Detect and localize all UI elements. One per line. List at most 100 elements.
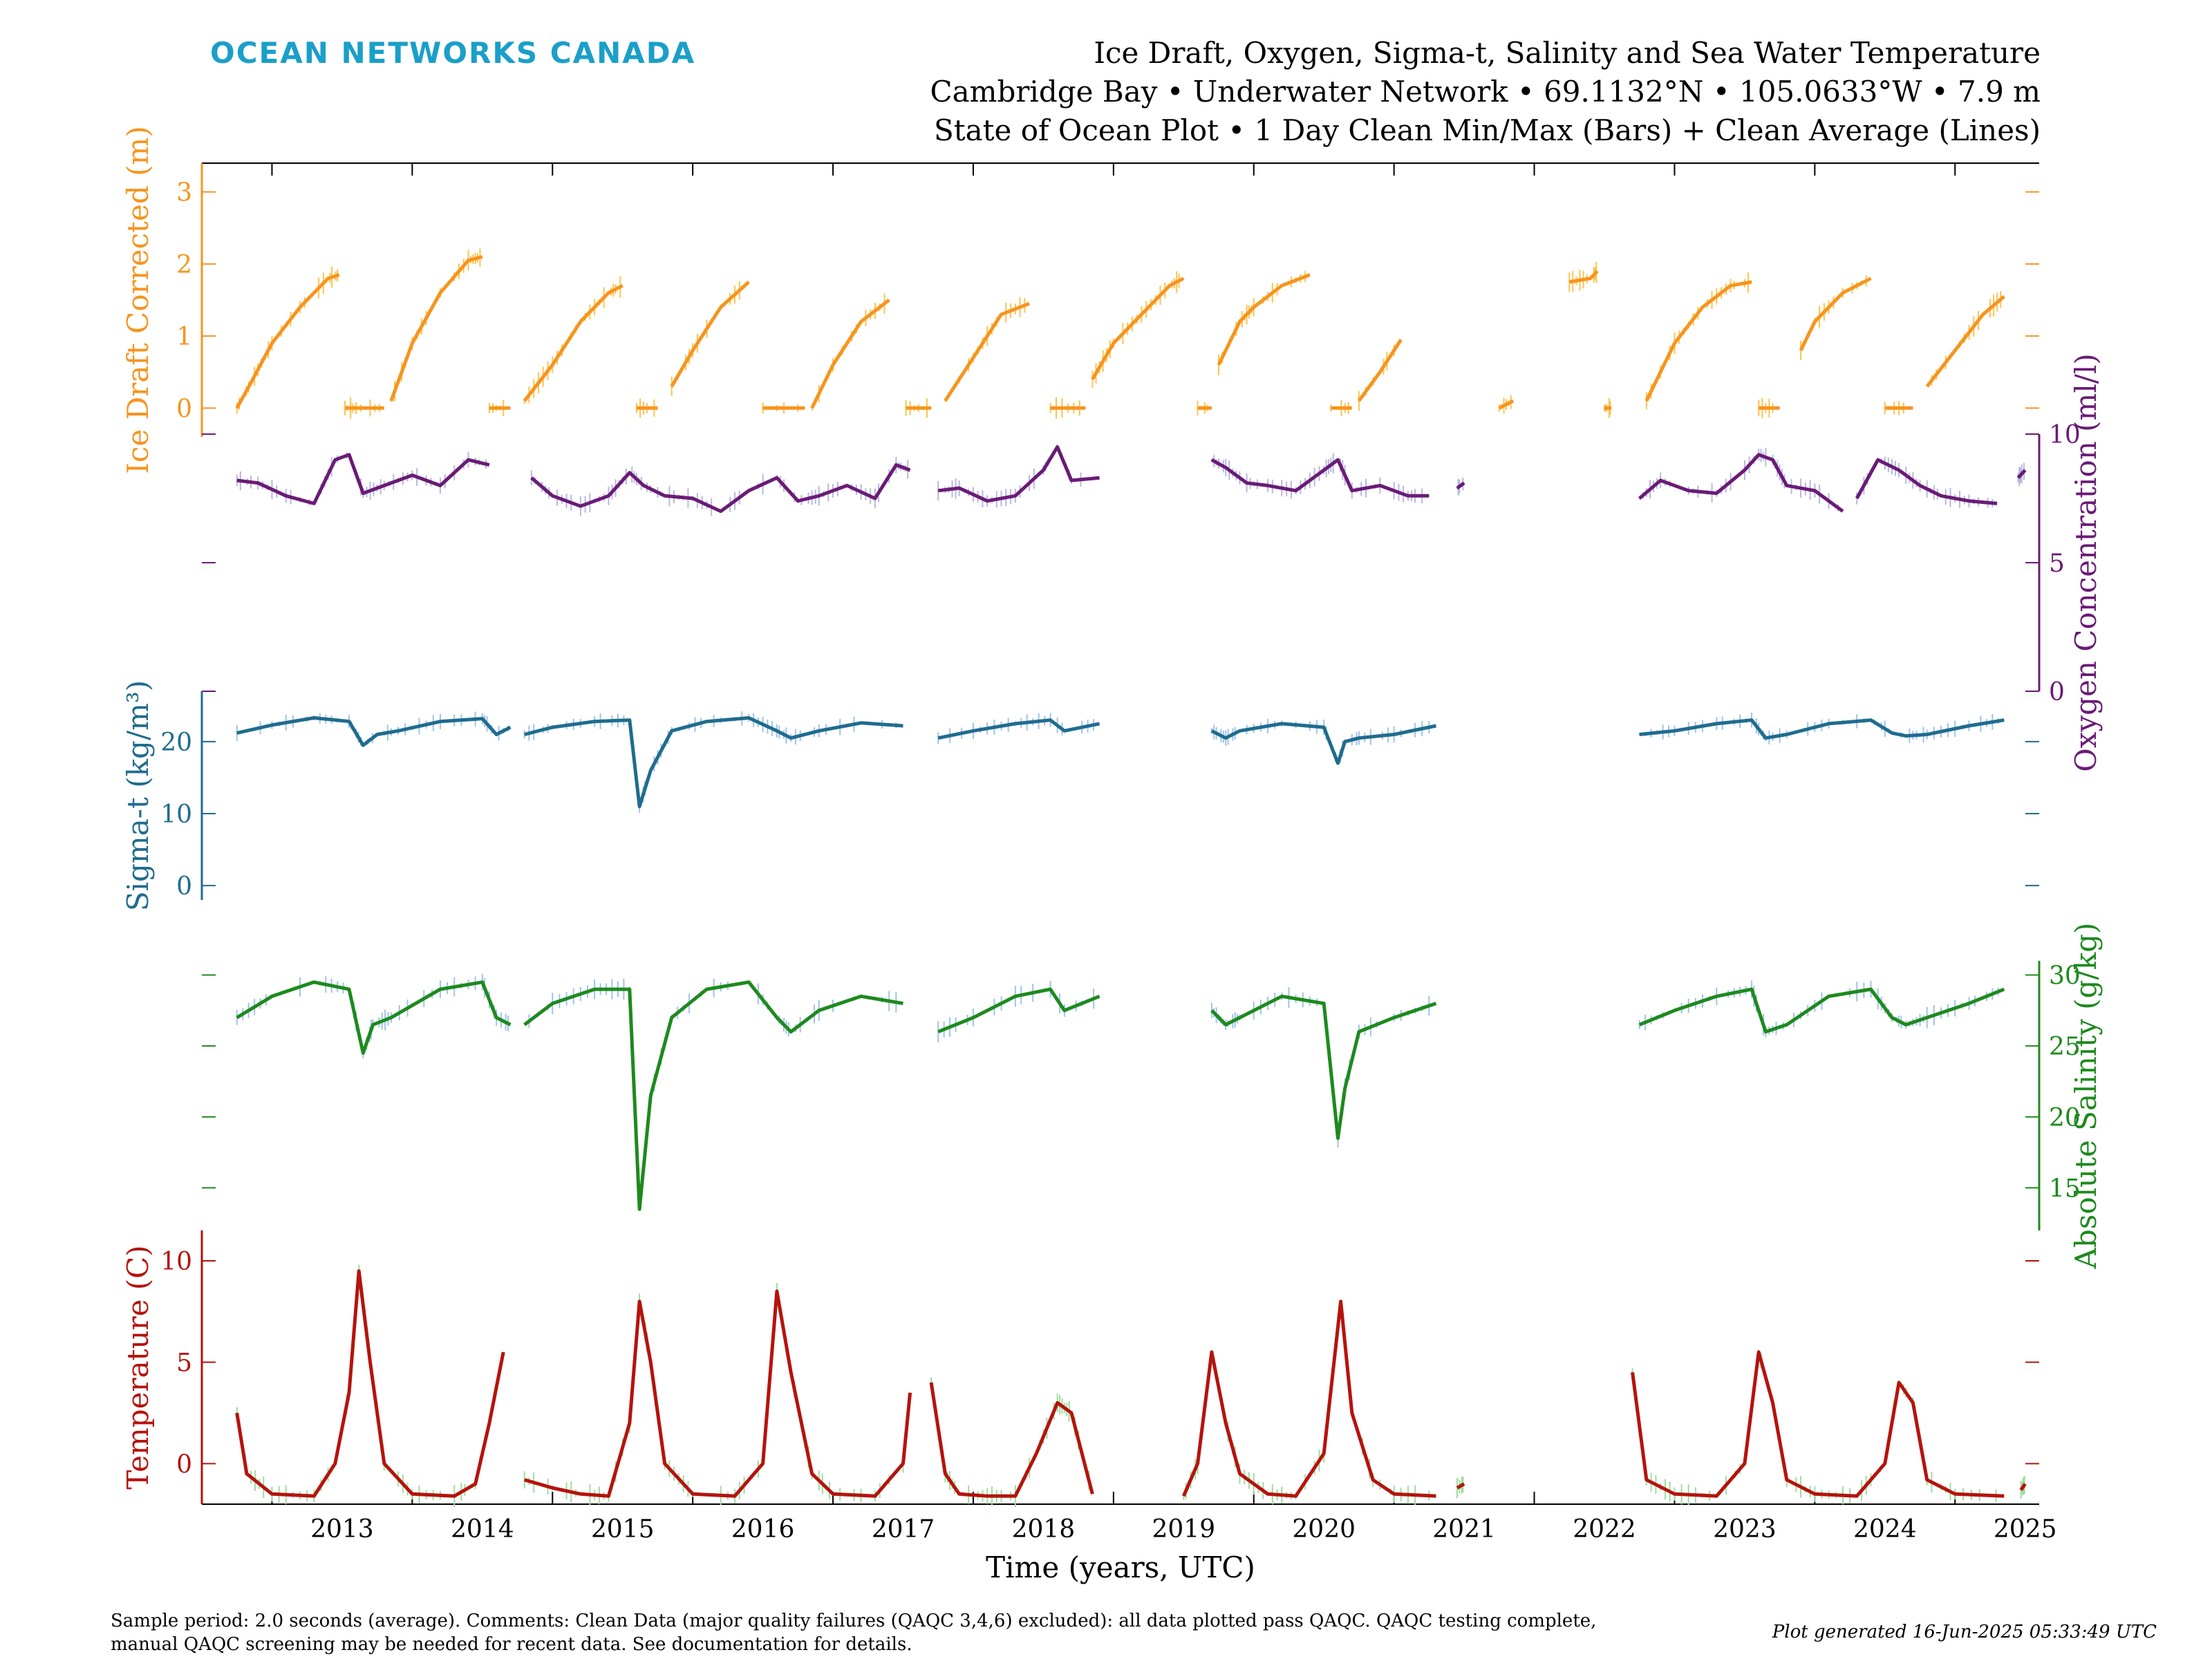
ice-average-line-2 xyxy=(389,255,483,402)
x-tick-label-2020: 2020 xyxy=(1292,1515,1356,1544)
ice-minmax-bars-14 xyxy=(1218,271,1306,375)
x-tick-label-2025: 2025 xyxy=(1994,1515,2057,1544)
salinity-average-line-0 xyxy=(236,980,512,1055)
salinity-average-line-5 xyxy=(1638,987,2005,1034)
salinity-minmax-bars-3 xyxy=(1210,987,1430,1147)
temperature-average-line-6 xyxy=(2019,1483,2027,1491)
oxygen-minmax-bars-5 xyxy=(1638,447,1839,512)
chart-title: Ice Draft, Oxygen, Sigma-t, Salinity and… xyxy=(1094,36,2041,70)
ice-tick-label-0: 0 xyxy=(176,395,192,423)
x-tick-label-2022: 2022 xyxy=(1573,1515,1636,1544)
x-tick-label-2017: 2017 xyxy=(872,1515,935,1544)
temperature-minmax-bars-1 xyxy=(523,1283,910,1506)
salinity-minmax-bars-0 xyxy=(236,973,509,1058)
ice-average-line-17 xyxy=(1498,399,1515,410)
ice-axis-label: Ice Draft Corrected (m) xyxy=(121,126,155,474)
plot-generated-timestamp: Plot generated 16-Jun-2025 05:33:49 UTC xyxy=(1772,1622,2157,1642)
ice-minmax-bars-2 xyxy=(390,248,481,402)
x-tick-label-2019: 2019 xyxy=(1152,1515,1215,1544)
salinity-average-line-2 xyxy=(937,987,1100,1033)
ice-average-line-8 xyxy=(810,299,890,409)
temperature-minmax-bars-0 xyxy=(236,1264,502,1508)
ice-average-line-16 xyxy=(1357,338,1403,402)
ice-minmax-bars-22 xyxy=(1800,274,1867,361)
sigma-tick-label-20: 20 xyxy=(160,729,192,757)
ocean-networks-canada-logo[interactable]: OCEAN NETWORKS CANADA xyxy=(210,36,696,70)
ice-tick-label-1: 1 xyxy=(176,323,192,351)
sigma-average-line-0 xyxy=(236,716,512,747)
ice-average-line-20 xyxy=(1644,280,1752,402)
temperature-average-line-0 xyxy=(235,1269,505,1498)
x-tick-label-2013: 2013 xyxy=(310,1515,374,1544)
sigma-average-line-2 xyxy=(937,718,1100,740)
oxygen-average-line-2 xyxy=(937,445,1100,503)
temperature-average-line-2 xyxy=(929,1382,1094,1498)
x-tick-label-2014: 2014 xyxy=(451,1515,514,1544)
ice-average-line-14 xyxy=(1217,273,1311,366)
salinity-axis-label: Absolute Salinity (g/kg) xyxy=(2069,923,2103,1270)
ice-average-line-10 xyxy=(944,301,1030,402)
ice-average-line-18 xyxy=(1568,270,1599,284)
oxygen-average-line-1 xyxy=(530,463,911,514)
oxygen-minmax-bars-3 xyxy=(1210,453,1427,504)
sigma-average-line-3 xyxy=(1210,722,1437,765)
ice-average-line-6 xyxy=(670,281,750,388)
ice-average-line-0 xyxy=(235,273,340,409)
x-tick-label-2018: 2018 xyxy=(1012,1515,1076,1544)
temperature-axis-label: Temperature (C) xyxy=(121,1245,155,1489)
oxygen-average-line-5 xyxy=(1638,453,1844,513)
salinity-tick-label-30: 30 xyxy=(2049,962,2081,991)
temperature-average-line-3 xyxy=(1182,1300,1436,1498)
x-axis-label: Time (years, UTC) xyxy=(986,1550,1255,1584)
ice-tick-label-2: 2 xyxy=(176,251,192,279)
salinity-minmax-bars-2 xyxy=(937,980,1095,1043)
x-tick-label-2024: 2024 xyxy=(1853,1515,1917,1544)
x-tick-label-2015: 2015 xyxy=(591,1515,655,1544)
temperature-minmax-bars-5 xyxy=(1631,1349,1997,1506)
oxygen-tick-label-5: 5 xyxy=(2049,550,2065,578)
x-tick-label-2023: 2023 xyxy=(1713,1515,1777,1544)
ice-minmax-bars-20 xyxy=(1645,272,1749,410)
ice-tick-label-3: 3 xyxy=(176,179,192,207)
salinity-tick-label-15: 15 xyxy=(2049,1174,2081,1203)
ice-minmax-bars-0 xyxy=(236,266,339,414)
salinity-tick-label-20: 20 xyxy=(2049,1104,2081,1132)
oxygen-average-line-4 xyxy=(1456,481,1465,490)
chart-subtitle-plot-type: State of Ocean Plot • 1 Day Clean Min/Ma… xyxy=(933,113,2041,147)
oxygen-average-line-0 xyxy=(236,453,490,505)
ice-average-line-12 xyxy=(1091,276,1185,380)
temperature-average-line-5 xyxy=(1631,1350,2005,1498)
sigma-tick-label-10: 10 xyxy=(160,800,192,829)
salinity-tick-label-25: 25 xyxy=(2049,1033,2081,1061)
temperature-tick-label-5: 5 xyxy=(176,1349,192,1378)
sigma-axis-label: Sigma-t (kg/m³) xyxy=(121,680,155,911)
oxygen-axis-label: Oxygen Concentration (ml/l) xyxy=(2069,353,2103,772)
oxygen-tick-label-10: 10 xyxy=(2049,421,2081,449)
footnote-line-2: manual QAQC screening may be needed for … xyxy=(111,1634,912,1655)
oxygen-average-line-7 xyxy=(2016,469,2027,479)
temperature-tick-label-10: 10 xyxy=(160,1248,192,1276)
sigma-average-line-5 xyxy=(1639,718,2005,740)
salinity-minmax-bars-1 xyxy=(523,978,897,1210)
oxygen-average-line-6 xyxy=(1855,458,1998,505)
oxygen-tick-label-0: 0 xyxy=(2049,678,2065,706)
salinity-minmax-bars-5 xyxy=(1638,980,1999,1038)
x-tick-label-2021: 2021 xyxy=(1432,1515,1496,1544)
sigma-average-line-1 xyxy=(524,716,903,809)
ice-average-line-4 xyxy=(523,283,624,402)
salinity-average-line-3 xyxy=(1210,994,1437,1141)
ice-minmax-bars-6 xyxy=(671,281,745,397)
temperature-average-line-4 xyxy=(1456,1482,1465,1490)
temperature-tick-label-0: 0 xyxy=(176,1450,192,1479)
sigma-minmax-bars-0 xyxy=(236,711,509,747)
ice-average-line-24 xyxy=(1925,294,2005,388)
salinity-average-line-1 xyxy=(523,980,903,1211)
x-tick-label-2016: 2016 xyxy=(731,1515,795,1544)
ice-average-line-22 xyxy=(1799,276,1872,351)
footnote-line-1: Sample period: 2.0 seconds (average). Co… xyxy=(111,1611,1597,1631)
sigma-tick-label-0: 0 xyxy=(176,872,192,901)
chart-subtitle-location: Cambridge Bay • Underwater Network • 69.… xyxy=(930,75,2041,109)
oxygen-average-line-3 xyxy=(1210,458,1430,498)
temperature-average-line-1 xyxy=(524,1289,912,1498)
